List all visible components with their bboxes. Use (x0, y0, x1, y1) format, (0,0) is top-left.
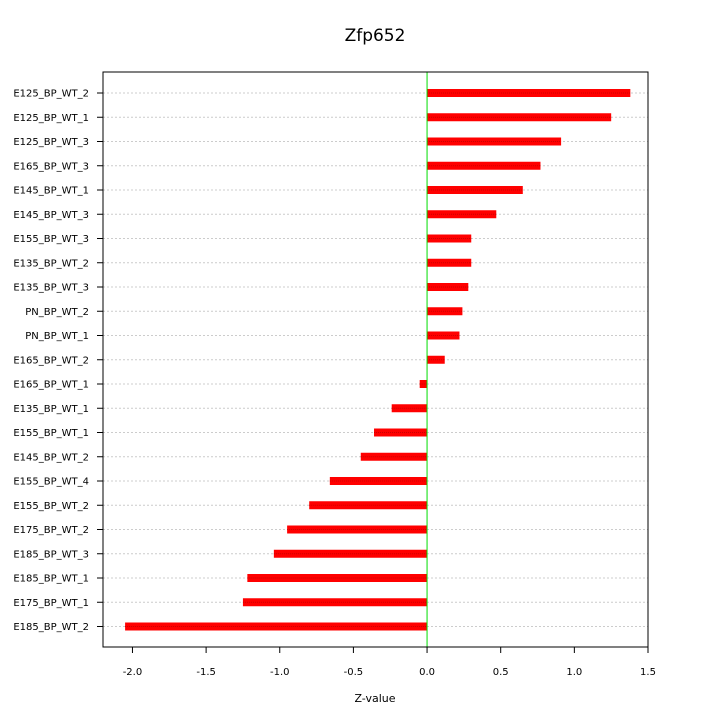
category-label: E175_BP_WT_1 (13, 598, 89, 609)
category-label: E135_BP_WT_1 (13, 404, 89, 415)
bar (287, 525, 428, 534)
grid-lines (103, 92, 648, 627)
x-tick-label: 0.0 (419, 667, 435, 678)
category-label: E185_BP_WT_3 (13, 549, 89, 560)
category-label: E145_BP_WT_2 (13, 452, 89, 463)
x-tick-label: 0.5 (493, 667, 509, 678)
category-label: E165_BP_WT_3 (13, 161, 89, 172)
category-label: E145_BP_WT_3 (13, 210, 89, 221)
bar (427, 186, 523, 194)
category-label: E185_BP_WT_1 (13, 574, 89, 585)
category-label: E135_BP_WT_2 (13, 258, 89, 269)
x-axis: -2.0 -1.5 -1.0 -0.5 0.0 0.5 1.0 1.5 (123, 647, 656, 678)
x-tick-label: -2.0 (123, 667, 143, 678)
category-label: E165_BP_WT_2 (13, 355, 89, 366)
x-tick-label: 1.5 (640, 667, 656, 678)
category-label: E185_BP_WT_2 (13, 622, 89, 633)
category-label: E155_BP_WT_4 (13, 477, 89, 488)
category-label: PN_BP_WT_2 (25, 307, 89, 318)
category-label: E135_BP_WT_3 (13, 283, 89, 294)
category-label: E165_BP_WT_1 (13, 380, 89, 391)
x-axis-title: Z-value (354, 692, 395, 705)
category-label: E125_BP_WT_2 (13, 89, 89, 100)
category-label: E175_BP_WT_2 (13, 525, 89, 536)
bar (427, 307, 463, 316)
x-tick-label: 1.0 (566, 667, 582, 678)
category-label: E125_BP_WT_3 (13, 137, 89, 148)
category-label: E155_BP_WT_3 (13, 234, 89, 245)
bar (391, 404, 428, 413)
chart-title: Zfp652 (345, 26, 406, 46)
category-label: PN_BP_WT_1 (25, 331, 89, 342)
category-label: E145_BP_WT_1 (13, 186, 89, 197)
x-tick-label: -0.5 (344, 667, 364, 678)
x-tick-label: -1.5 (196, 667, 216, 678)
bar (419, 380, 428, 388)
bar (427, 89, 631, 97)
category-label: E155_BP_WT_2 (13, 501, 89, 512)
category-label: E155_BP_WT_1 (13, 428, 89, 439)
bars (125, 89, 631, 631)
bar (427, 137, 562, 146)
bar (360, 452, 428, 461)
category-label: E125_BP_WT_1 (13, 113, 89, 124)
category-labels: E125_BP_WT_2 E125_BP_WT_1 E125_BP_WT_3 E165… (13, 89, 103, 633)
x-tick-label: -1.0 (270, 667, 290, 678)
bar (247, 574, 428, 582)
